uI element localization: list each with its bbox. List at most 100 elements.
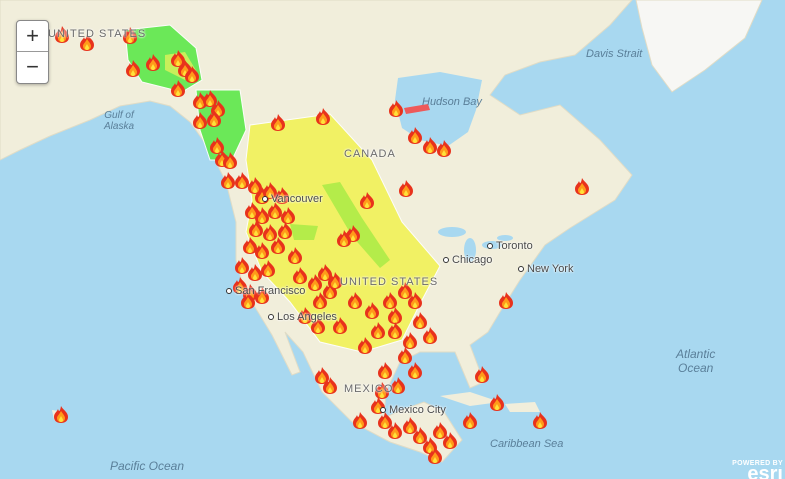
fire-icon[interactable] bbox=[315, 367, 329, 384]
fire-icon[interactable] bbox=[328, 272, 342, 289]
land-greenland bbox=[635, 0, 763, 93]
fire-icon[interactable] bbox=[263, 224, 277, 241]
fire-icon[interactable] bbox=[243, 237, 257, 254]
fire-icon[interactable] bbox=[271, 114, 285, 131]
label-los-angeles: Los Angeles bbox=[268, 311, 337, 323]
fire-zone-inner-2 bbox=[290, 224, 318, 240]
fire-icon[interactable] bbox=[399, 180, 413, 197]
fire-icon[interactable] bbox=[171, 50, 185, 67]
fire-icon[interactable] bbox=[293, 267, 307, 284]
fire-icon[interactable] bbox=[271, 237, 285, 254]
fire-icon[interactable] bbox=[413, 427, 427, 444]
fire-icon[interactable] bbox=[433, 422, 447, 439]
fire-icon[interactable] bbox=[388, 307, 402, 324]
fire-icon[interactable] bbox=[210, 137, 224, 154]
fire-icon[interactable] bbox=[249, 220, 263, 237]
fire-icon[interactable] bbox=[278, 222, 292, 239]
fire-icon[interactable] bbox=[308, 274, 322, 291]
fire-icon[interactable] bbox=[171, 80, 185, 97]
fire-icon[interactable] bbox=[123, 27, 137, 44]
fire-icon[interactable] bbox=[316, 108, 330, 125]
fire-icon[interactable] bbox=[255, 207, 269, 224]
label-mexico-city: Mexico City bbox=[380, 404, 446, 416]
fire-icon[interactable] bbox=[248, 177, 262, 194]
fire-icon[interactable] bbox=[288, 247, 302, 264]
fire-icon[interactable] bbox=[248, 264, 262, 281]
fire-icon[interactable] bbox=[268, 202, 282, 219]
fire-icon[interactable] bbox=[54, 406, 68, 423]
label-chicago: Chicago bbox=[443, 254, 492, 266]
fire-icon[interactable] bbox=[323, 282, 337, 299]
fire-icon[interactable] bbox=[221, 172, 235, 189]
fire-icon[interactable] bbox=[499, 292, 513, 309]
fire-icon[interactable] bbox=[80, 34, 94, 51]
fire-icon[interactable] bbox=[323, 377, 337, 394]
fire-icon[interactable] bbox=[235, 257, 249, 274]
label-san-francisco: San Francisco bbox=[226, 285, 305, 297]
fire-icon[interactable] bbox=[358, 337, 372, 354]
fire-icon[interactable] bbox=[245, 202, 259, 219]
label-pacific-ocean: Pacific Ocean bbox=[110, 459, 185, 473]
fire-icon[interactable] bbox=[360, 192, 374, 209]
fire-icon[interactable] bbox=[388, 422, 402, 439]
fire-icon[interactable] bbox=[126, 60, 140, 77]
fire-icon[interactable] bbox=[235, 172, 249, 189]
fire-icon[interactable] bbox=[255, 242, 269, 259]
fire-icon[interactable] bbox=[389, 100, 403, 117]
fire-icon[interactable] bbox=[353, 412, 367, 429]
fire-icon[interactable] bbox=[318, 264, 332, 281]
label-canada: CANADA bbox=[344, 148, 396, 160]
fire-zone-red bbox=[404, 104, 430, 114]
fire-icon[interactable] bbox=[408, 127, 422, 144]
fire-icon[interactable] bbox=[413, 312, 427, 329]
fire-icon[interactable] bbox=[223, 152, 237, 169]
fire-icon[interactable] bbox=[261, 260, 275, 277]
fire-icon[interactable] bbox=[207, 110, 221, 127]
fire-icon[interactable] bbox=[313, 292, 327, 309]
fire-icon[interactable] bbox=[383, 292, 397, 309]
fire-icon[interactable] bbox=[365, 302, 379, 319]
fire-icon[interactable] bbox=[443, 432, 457, 449]
fire-icon[interactable] bbox=[398, 282, 412, 299]
fire-icon[interactable] bbox=[533, 412, 547, 429]
zoom-out-button[interactable]: − bbox=[26, 54, 39, 79]
fire-icon[interactable] bbox=[348, 292, 362, 309]
fire-icon[interactable] bbox=[337, 230, 351, 247]
fire-icon[interactable] bbox=[475, 366, 489, 383]
label-davis-strait: Davis Strait bbox=[586, 48, 643, 60]
esri-logo: esri bbox=[747, 467, 783, 479]
fire-icon[interactable] bbox=[423, 137, 437, 154]
fire-icon[interactable] bbox=[403, 417, 417, 434]
fire-icon[interactable] bbox=[193, 112, 207, 129]
fire-icon[interactable] bbox=[391, 377, 405, 394]
fire-icon[interactable] bbox=[185, 66, 199, 83]
fire-icon[interactable] bbox=[55, 26, 69, 43]
fire-icon[interactable] bbox=[423, 327, 437, 344]
esri-attribution[interactable]: POWERED BY esri bbox=[732, 460, 783, 479]
fire-icon[interactable] bbox=[146, 54, 160, 71]
fire-icon[interactable] bbox=[378, 412, 392, 429]
fire-icon[interactable] bbox=[388, 322, 402, 339]
fire-icon[interactable] bbox=[281, 207, 295, 224]
fire-icon[interactable] bbox=[371, 322, 385, 339]
label-caribbean-sea: Caribbean Sea bbox=[490, 438, 564, 450]
fire-icon[interactable] bbox=[193, 92, 207, 109]
fire-icon[interactable] bbox=[203, 90, 217, 107]
fire-icon[interactable] bbox=[437, 140, 451, 157]
fire-icon[interactable] bbox=[463, 412, 477, 429]
fire-icon[interactable] bbox=[408, 362, 422, 379]
label-united-states: UNITED STATES bbox=[340, 276, 439, 288]
fire-icon[interactable] bbox=[403, 332, 417, 349]
fire-icon[interactable] bbox=[375, 382, 389, 399]
fire-icon[interactable] bbox=[398, 347, 412, 364]
label-atlantic-ocean: Atlantic Ocean bbox=[676, 347, 716, 375]
fire-icon[interactable] bbox=[378, 362, 392, 379]
fire-icon[interactable] bbox=[575, 178, 589, 195]
zoom-control: + − bbox=[16, 20, 49, 84]
fire-icon[interactable] bbox=[490, 394, 504, 411]
zoom-in-button[interactable]: + bbox=[17, 21, 48, 52]
label-new-york: New York bbox=[518, 263, 573, 275]
fire-icon[interactable] bbox=[428, 447, 442, 464]
fire-icon[interactable] bbox=[408, 292, 422, 309]
